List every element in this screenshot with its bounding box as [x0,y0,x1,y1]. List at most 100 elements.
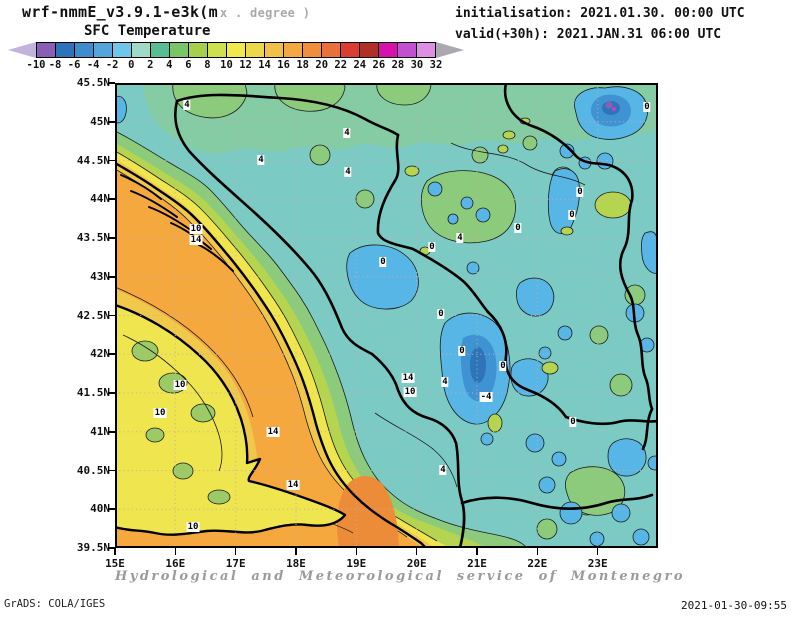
colorbar-segment [132,43,151,57]
lon-tick [596,548,599,555]
colorbar-segment [341,43,360,57]
italy-coastline [115,303,347,536]
colorbar-value: 22 [334,59,348,71]
lon-tick-label: 17E [225,557,246,570]
field-label: SFC Temperature [84,23,211,39]
lon-tick-label: 22E [527,557,548,570]
colorbar-segment [113,43,132,57]
lat-tick-label: 43.5N [76,231,110,244]
contour-value-label: 0 [514,223,522,233]
contour-value-label: 4 [439,465,447,475]
contour-value-label: 14 [189,235,203,245]
lon-tick-label: 21E [467,557,487,570]
contour-4-line [115,130,528,548]
creation-timestamp: 2021-01-30-09:55 [681,599,787,612]
contour-value-label: 4 [257,155,265,165]
colorbar-value: 28 [391,59,405,71]
colorbar-value: 12 [239,59,252,71]
colorbar-segment [75,43,94,57]
lat-tick [108,469,115,472]
contour-value-label: 4 [344,167,352,177]
contour-value-label: 10 [189,224,203,234]
colorbar-segment [151,43,170,57]
contour-value-label: 4 [441,377,449,387]
lat-tick-label: 43N [90,269,110,283]
colorbar-value: -10 [26,59,46,71]
contour-value-label: 4 [456,233,464,243]
lat-tick-label: 42N [90,347,110,361]
lat-tick-label: 41.5N [76,386,110,399]
colorbar-segment [379,43,398,57]
lat-tick [108,430,115,433]
colorbar-value: -2 [105,59,119,71]
colorbar-value: 30 [410,59,424,71]
lat-tick [108,314,115,317]
initialisation-line: initialisation: 2021.01.30. 00:00 UTC [455,6,745,21]
colorbar-segment [170,43,189,57]
lon-tick [476,548,478,555]
contour-value-label: 0 [568,210,576,220]
lon-tick-label: 16E [165,557,186,570]
lon-tick [415,548,418,555]
colorbar-segment [227,43,246,57]
contour-value-label: 0 [379,257,387,267]
colorbar-right-arrow [436,42,464,58]
contour-value-label: 10 [153,408,167,418]
lon-tick-label: 20E [406,557,427,570]
colorbar-segment [37,43,56,57]
contour-value-label: 14 [286,480,300,490]
lat-tick [108,547,115,549]
colorbar-segment [56,43,75,57]
country-borders [173,83,658,548]
colorbar-value: 8 [204,59,211,71]
colorbar-value: -6 [67,59,81,71]
colorbar-value: -8 [48,59,62,71]
service-caption: Hydrological and Meteorological service … [114,569,685,584]
colorbar-left-arrow [8,42,36,58]
contour-value-label: 10 [403,387,417,397]
colorbar-value: 2 [147,59,154,71]
italy-peninsula [115,305,345,535]
contour-10-italy [122,334,223,472]
colorbar-segment [303,43,322,57]
lat-tick-label: 40.5N [76,463,110,477]
grads-credit: GrADS: COLA/IGES [4,598,106,610]
lat-tick [108,237,115,239]
contour-value-label: 4 [343,128,351,138]
lon-tick-label: 15E [105,557,125,570]
colorbar-segment [284,43,303,57]
lon-tick [174,548,177,555]
colorbar-value: 6 [185,59,192,71]
contour-value-label: 4 [183,100,191,110]
colorbar-segments [36,42,436,58]
contour-value-label: 14 [266,427,280,437]
lat-tick-label: 41N [90,424,110,438]
contour-value-label: -4 [479,392,493,402]
colorbar-value: 10 [220,59,233,71]
lat-tick-label: 45N [90,114,110,128]
lat-tick [108,198,115,201]
colorbar-segment [360,43,379,57]
colorbar-value: 32 [429,59,443,71]
cold-pool-cores [460,94,631,402]
colorbar-segment [208,43,227,57]
lat-tick [108,392,115,394]
lat-tick-label: 42.5N [76,308,110,322]
lon-tick-label: 18E [286,557,306,570]
contour-value-label: 0 [437,309,445,319]
cold-pool-patches [115,86,658,547]
map-plot-area: 4 4 4 4 4 0 0 0 0 0 0 4 14 10 -4 0 0 0 0 10 10 14 14 10 4 10 14 [115,83,658,548]
lon-tick-label: 19E [346,557,367,570]
model-title-text: wrf-nmmE_v3.9.1-e3k(m [22,3,218,21]
colorbar-segment [94,43,113,57]
contour-value-label: 10 [173,380,187,390]
lon-tick [234,548,237,555]
colorbar-segment [322,43,341,57]
colorbar-value: 24 [353,59,367,71]
contour-extra-2 [374,412,458,488]
valid-line: valid(+30h): 2021.JAN.31 06:00 UTC [455,27,722,42]
lat-tick-label: 45.5N [76,76,110,89]
colorbar-segment [265,43,284,57]
lon-tick [355,548,358,555]
